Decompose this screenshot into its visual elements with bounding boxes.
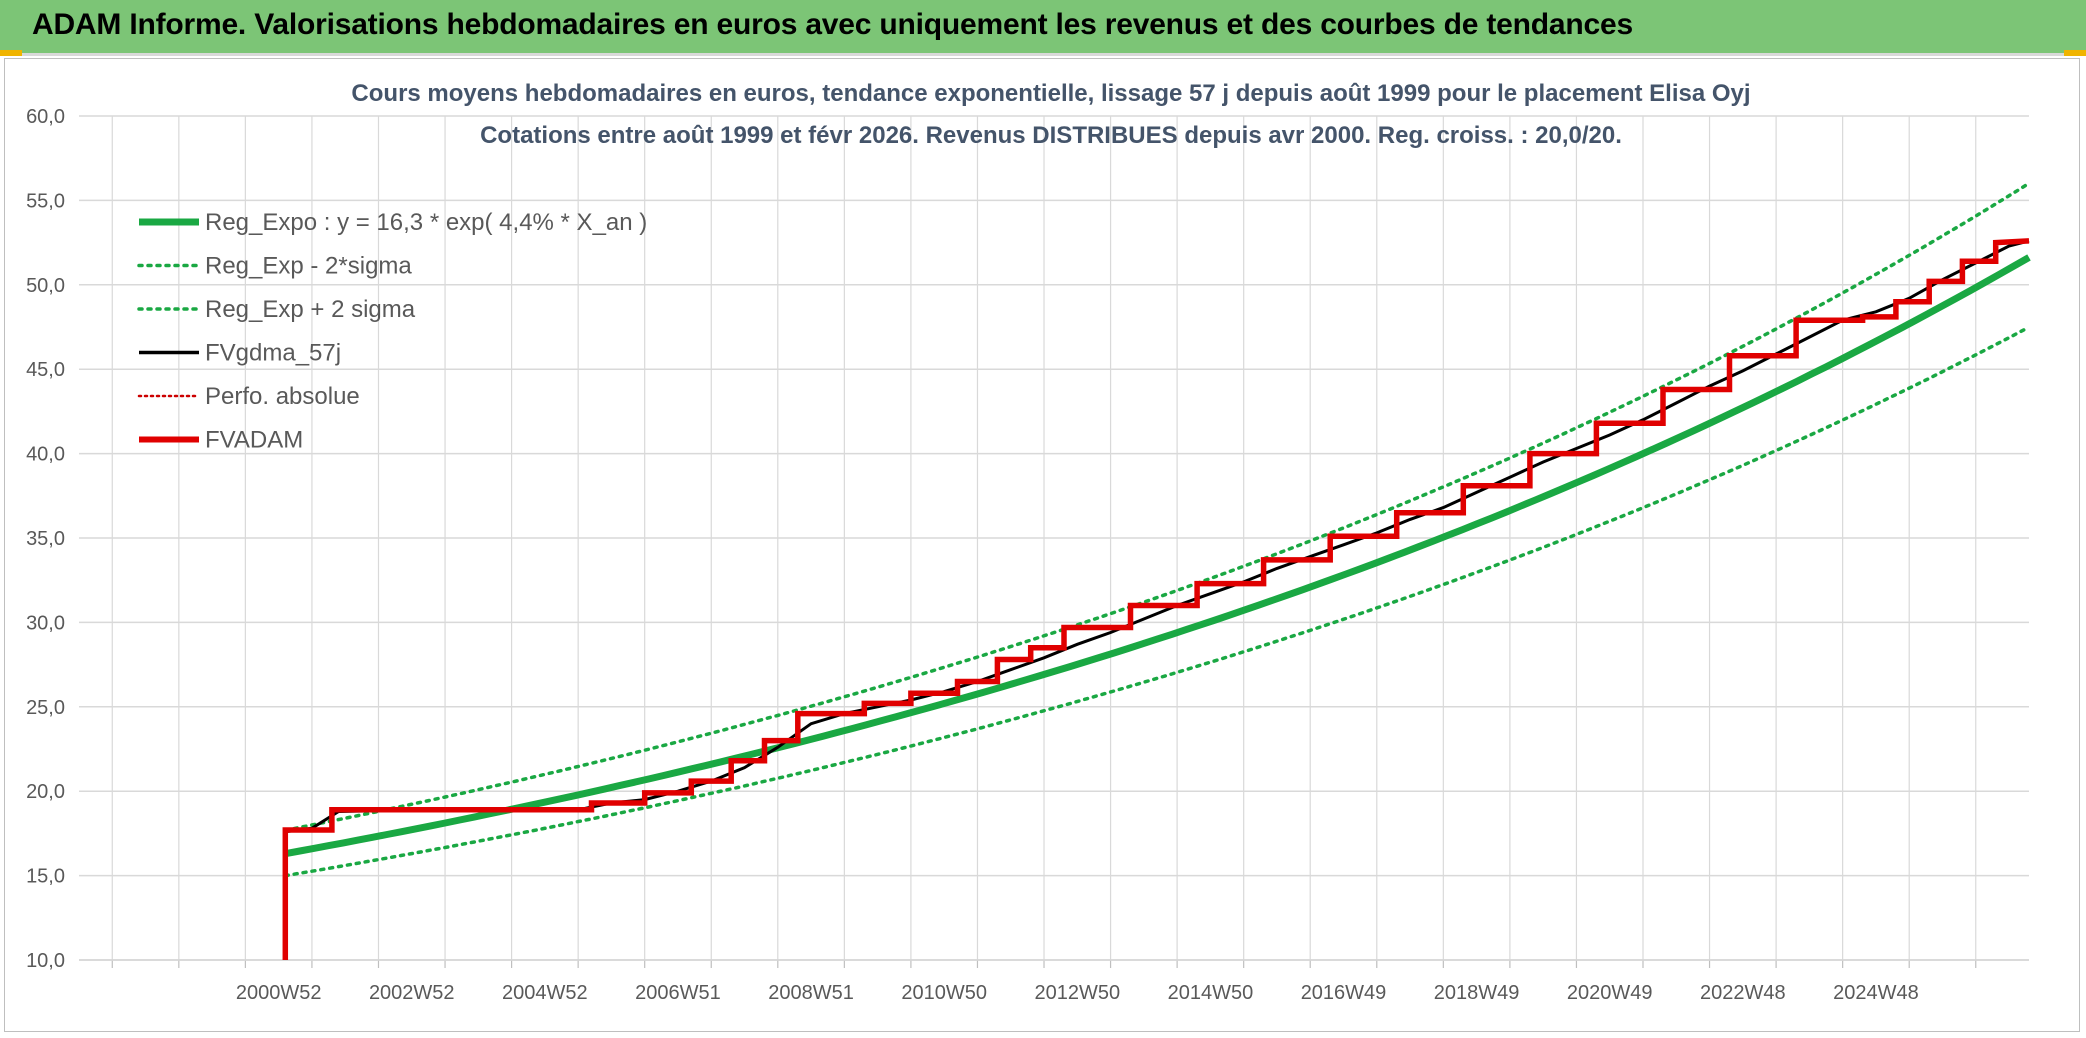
x-tick-label: 2012W50 [1034, 982, 1120, 1004]
x-tick-label: 2024W48 [1833, 982, 1919, 1004]
chart-title-line-2: Cotations entre août 1999 et févr 2026. … [480, 122, 1622, 149]
report-title: ADAM Informe. Valorisations hebdomadaire… [32, 8, 1633, 41]
legend-label-fvgdma: FVgdma_57j [205, 340, 341, 367]
report-banner: ADAM Informe. Valorisations hebdomadaire… [0, 0, 2086, 56]
legend-label-reg_expo: Reg_Expo : y = 16,3 * exp( 4,4% * X_an ) [205, 209, 647, 236]
horizontal-gridlines [79, 115, 2029, 961]
y-tick-label: 40,0 [26, 444, 65, 466]
chart-title-line-1: Cours moyens hebdomadaires en euros, ten… [351, 80, 1750, 107]
x-tick-label: 2000W52 [236, 982, 322, 1004]
x-tick-label: 2008W51 [768, 982, 854, 1004]
y-tick-label: 25,0 [26, 697, 65, 719]
x-tick-label: 2004W52 [502, 982, 588, 1004]
y-axis-tick-labels: 10,0 15,0 20,0 25,0 30,0 35,0 40,0 45,0 50,0 55,0… [26, 106, 65, 972]
x-tick-label: 2010W50 [901, 982, 987, 1004]
x-tick-label: 2016W49 [1301, 982, 1387, 1004]
x-tick-label: 2002W52 [369, 982, 455, 1004]
y-tick-label: 15,0 [26, 866, 65, 888]
x-tick-label: 2020W49 [1567, 982, 1653, 1004]
legend-label-fvadam: FVADAM [205, 427, 303, 454]
banner-corner-right [2064, 50, 2086, 56]
chart-frame: 10,0 15,0 20,0 25,0 30,0 35,0 40,0 45,0 50,0 55,0… [4, 58, 2080, 1032]
line-chart: 10,0 15,0 20,0 25,0 30,0 35,0 40,0 45,0 50,0 55,0… [26, 80, 2031, 1004]
series-fvadam [282, 238, 2030, 960]
x-tick-label: 2018W49 [1434, 982, 1520, 1004]
legend-label-reg_plus: Reg_Exp + 2 sigma [205, 296, 416, 323]
series-layer [282, 181, 2031, 960]
series-reg-exp-plus-2-sigma [283, 181, 2031, 833]
y-tick-label: 35,0 [26, 528, 65, 550]
x-tick-label: 2014W50 [1168, 982, 1254, 1004]
x-tick-label: 2022W48 [1700, 982, 1786, 1004]
y-tick-label: 10,0 [26, 950, 65, 972]
banner-corner-left [0, 50, 22, 56]
y-tick-label: 20,0 [26, 781, 65, 803]
legend-label-perfo: Perfo. absolue [205, 383, 360, 410]
x-tick-label: 2006W51 [635, 982, 721, 1004]
y-tick-label: 55,0 [26, 190, 65, 212]
series-reg-expo [284, 254, 2031, 858]
y-tick-label: 30,0 [26, 612, 65, 634]
series-reg-exp-minus-2-sigma [283, 325, 2031, 878]
y-tick-label: 45,0 [26, 359, 65, 381]
y-tick-label: 60,0 [26, 106, 65, 128]
y-tick-label: 50,0 [26, 275, 65, 297]
series-fvgdma-57j [285, 239, 2030, 834]
legend-label-reg_minus: Reg_Exp - 2*sigma [205, 253, 412, 280]
chart-legend: Reg_Expo : y = 16,3 * exp( 4,4% * X_an )… [137, 209, 647, 454]
x-axis-tick-labels: 2000W52 2002W52 2004W52 2006W51 2008W51 2010W… [236, 982, 1919, 1004]
